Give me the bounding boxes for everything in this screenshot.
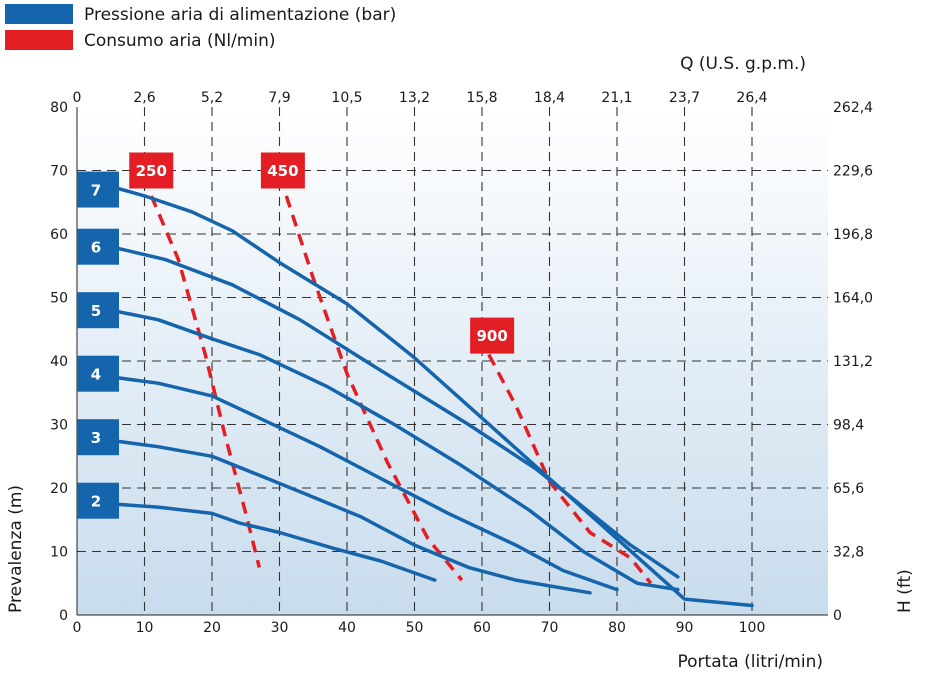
series-badges: 250 450 900 7 6 5 4 3 2 [77,152,515,519]
y-tick-label: 60 [50,227,68,243]
air-consumption-line [284,195,464,582]
y-tick-label: 40 [50,354,68,370]
air-consumption-label: 900 [476,327,507,345]
pressure-label: 5 [91,302,101,320]
x-tick-label: 30 [271,620,289,636]
y2-tick-label: 98,4 [833,418,864,434]
x-tick-label: 0 [73,620,82,636]
y2-tick-label: 0 [833,608,842,624]
y2-tick-label: 262,4 [833,100,873,116]
x2-tick-label: 18,4 [534,90,565,106]
x2-tick-label: 0 [73,90,82,106]
y2-tick-label: 196,8 [833,227,873,243]
y-tick-label: 70 [50,164,68,180]
air-consumption-badge [129,152,174,189]
x2-axis-title: Q (U.S. g.p.m.) [680,54,806,74]
x-tick-label: 60 [473,620,491,636]
y-tick-label: 20 [50,481,68,497]
pressure-label: 4 [91,366,101,384]
pressure-badge [77,292,119,329]
x-axis-title: Portata (litri/min) [678,652,823,672]
y2-tick-label: 131,2 [833,354,873,370]
x2-tick-label: 7,9 [268,90,290,106]
pressure-badge [77,482,119,519]
grid [77,107,828,615]
pressure-badge [77,171,119,208]
x-tick-label: 40 [338,620,356,636]
pressure-curve [109,502,437,582]
y2-tick-label: 164,0 [833,291,873,307]
x-tick-label: 90 [676,620,694,636]
x2-tick-label: 2,6 [133,90,155,106]
x-tick-label: 20 [203,620,221,636]
y2-axis-title: H (ft) [895,569,915,613]
x2-tick-label: 13,2 [399,90,430,106]
legend-label-air: Consumo aria (Nl/min) [84,31,275,51]
y-tick-label: 50 [50,291,68,307]
y-tick-label: 10 [50,545,68,561]
x-tick-label: 80 [608,620,626,636]
pressure-label: 6 [91,239,101,257]
air-consumption-label: 250 [136,162,167,180]
y-tick-label: 30 [50,418,68,434]
pressure-label: 7 [91,182,101,200]
air-consumption-line [487,353,653,585]
air-consumption-badge [470,317,515,354]
pressure-label: 3 [91,429,101,447]
pressure-label: 2 [91,493,101,511]
pressure-curve [109,375,619,592]
legend: Pressione aria di alimentazione (bar) Co… [5,4,396,51]
y2-tick-label: 32,8 [833,545,864,561]
pressure-badge [77,419,119,456]
y2-tick-label: 65,6 [833,481,864,497]
air-consumption-label: 450 [267,162,298,180]
x2-tick-label: 15,8 [466,90,497,106]
pressure-badge [77,228,119,265]
pressure-curve [109,438,592,595]
x2-tick-label: 10,5 [331,90,362,106]
legend-swatch-air [5,30,73,50]
x2-tick-label: 21,1 [601,90,632,106]
x2-tick-label: 5,2 [201,90,223,106]
pressure-curve [109,184,754,608]
pressure-badge [77,355,119,392]
air-consumption-badge [260,152,305,189]
x-tick-label: 10 [136,620,154,636]
x-tick-label: 50 [406,620,424,636]
y-tick-label: 0 [59,608,68,624]
y2-tick-label: 229,6 [833,164,873,180]
y-tick-label: 80 [50,100,68,116]
x2-tick-label: 26,4 [736,90,767,106]
legend-label-pressure: Pressione aria di alimentazione (bar) [84,5,396,25]
pressure-curve [109,308,680,592]
y-axis-title: Prevalenza (m) [6,485,26,613]
pressure-curve [109,244,680,579]
series-group [109,184,754,608]
x2-tick-label: 23,7 [669,90,700,106]
legend-swatch-pressure [5,4,73,24]
x-tick-label: 100 [739,620,766,636]
x-tick-label: 70 [541,620,559,636]
